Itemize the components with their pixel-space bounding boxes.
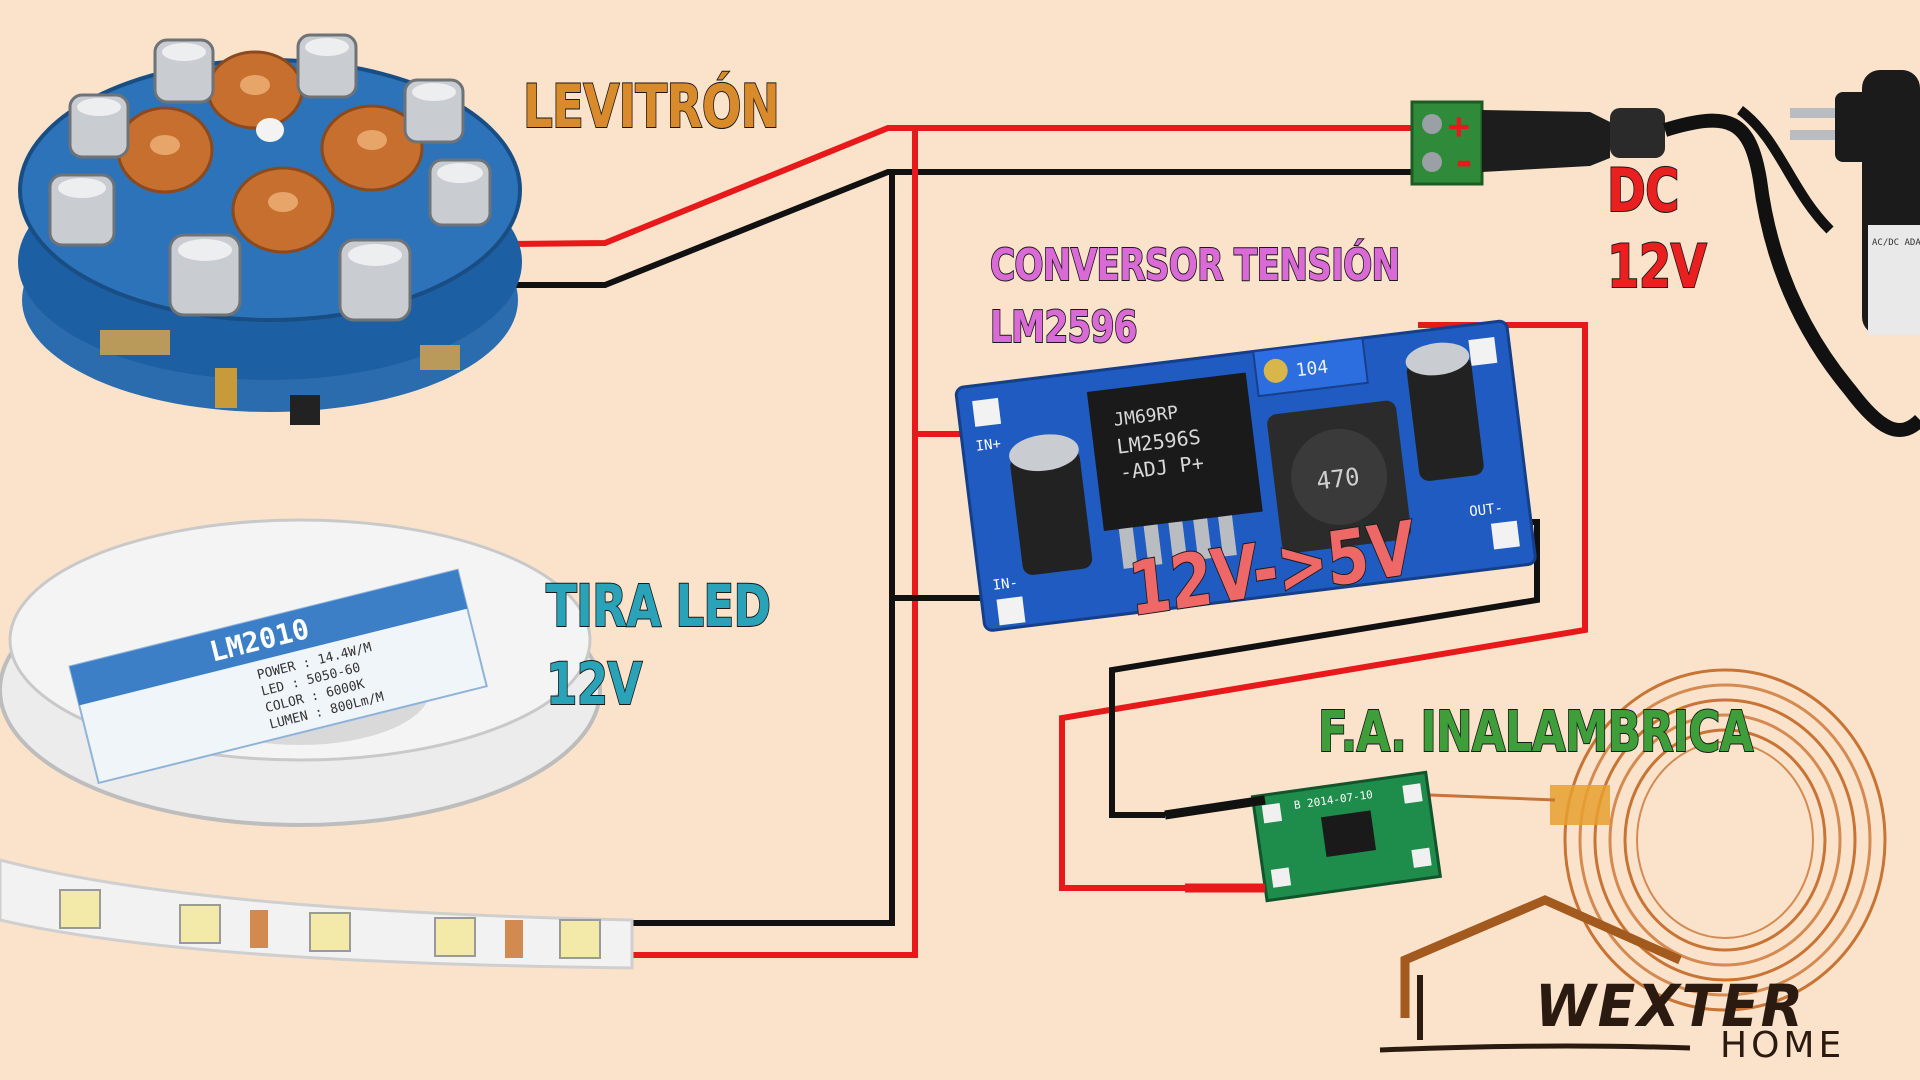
dc-voltage-label: 12V xyxy=(1606,231,1707,303)
converter-label: CONVERSOR TENSIÓN xyxy=(989,239,1401,292)
inductor-marking: 470 xyxy=(1315,463,1361,496)
wire-positive-levitron xyxy=(511,125,1418,247)
wire-converter-out-plus xyxy=(1059,322,1588,891)
jack-plus-label: + xyxy=(1448,106,1470,147)
wireless-supply-label: F.A. INALAMBRICA xyxy=(1317,699,1754,766)
led-strip-voltage-label: 12V xyxy=(545,649,643,719)
buck-converter-module: JM69RP LM2596S -ADJ P+ 470 104 IN+ IN- O… xyxy=(954,319,1537,632)
wire-negative-trunk xyxy=(632,172,895,926)
wire-negative-levitron xyxy=(512,169,1418,288)
logo-sub-text: HOME xyxy=(1720,1025,1846,1066)
pin-in-plus: IN+ xyxy=(975,436,1002,455)
led-strip-reel: LM2010 POWER : 14.4W/M LED : 5050-60 COL… xyxy=(0,518,634,970)
adapter-cable xyxy=(1662,113,1920,437)
wire-positive-trunk xyxy=(632,128,918,958)
levitron-board xyxy=(18,33,522,425)
levitron-label: LEVITRÓN xyxy=(522,71,780,143)
dc-jack-connector: + - xyxy=(1410,100,1665,186)
logo-brand-text: WEXTER xyxy=(1535,972,1805,1040)
dc-label: DC xyxy=(1606,155,1680,227)
jack-minus-label: - xyxy=(1452,139,1476,185)
led-strip-label: TIRA LED xyxy=(545,571,772,641)
power-adapter: AC/DC ADAPTOR xyxy=(1790,70,1920,335)
pot-marking: 104 xyxy=(1295,357,1330,382)
house-logo-icon xyxy=(1379,895,1691,1053)
pin-out-minus: OUT- xyxy=(1468,500,1503,520)
converter-model-label: LM2596 xyxy=(989,301,1138,354)
adapter-label: AC/DC ADAPTOR xyxy=(1872,238,1920,248)
wireless-charging-coil xyxy=(1429,668,1887,1012)
wires xyxy=(511,125,1588,958)
wireless-transmitter-module: B 2014-07-10 xyxy=(1250,770,1443,903)
pin-in-minus: IN- xyxy=(992,575,1019,594)
